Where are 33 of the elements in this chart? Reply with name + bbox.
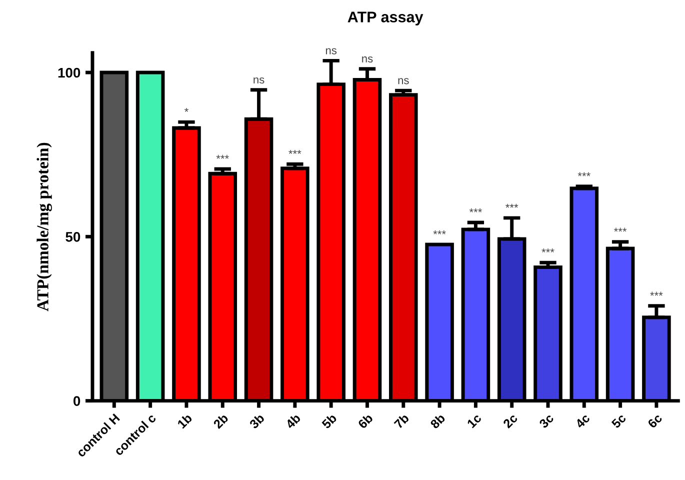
annotation: *** — [614, 228, 627, 232]
x-tick-label: 3c — [538, 413, 554, 429]
x-tick-label: 8b — [430, 412, 446, 430]
annotation: *** — [469, 208, 482, 212]
x-tick-label: 1b — [176, 412, 193, 429]
x-tick-label: 4b — [284, 412, 302, 430]
x-tick-label: 2b — [212, 412, 229, 430]
annotation: *** — [288, 150, 302, 154]
annotation: ns — [326, 48, 337, 54]
x-tick-label: 6b — [357, 412, 374, 430]
x-tick-label: 3b — [248, 412, 265, 430]
y-axis-title: ATP(nmole/mg protein) — [36, 142, 52, 312]
x-tick-label: 4c — [574, 413, 590, 429]
annotation: *** — [578, 172, 590, 176]
x-tick-label: 7b — [393, 412, 410, 430]
x-tick-label: 5b — [321, 412, 338, 430]
annotation: *** — [433, 230, 446, 234]
x-tick-label: 5c — [611, 413, 627, 429]
y-tick-label: 100 — [58, 68, 80, 78]
annotation: ns — [254, 77, 264, 84]
y-tick-label: 50 — [66, 232, 80, 242]
annotation: *** — [650, 292, 663, 296]
annotation: ns — [362, 56, 373, 63]
annotation: *** — [542, 248, 554, 252]
annotation: ns — [398, 78, 409, 84]
x-tick-label: 6c — [647, 413, 663, 429]
x-tick-label: 2c — [502, 413, 518, 429]
annotation: * — [184, 108, 188, 112]
chart-title: ATP assay — [348, 12, 424, 26]
annotation: *** — [506, 204, 518, 208]
y-tick-label: 0 — [73, 396, 80, 406]
annotation: *** — [216, 154, 229, 159]
x-tick-label: 1c — [466, 413, 482, 428]
